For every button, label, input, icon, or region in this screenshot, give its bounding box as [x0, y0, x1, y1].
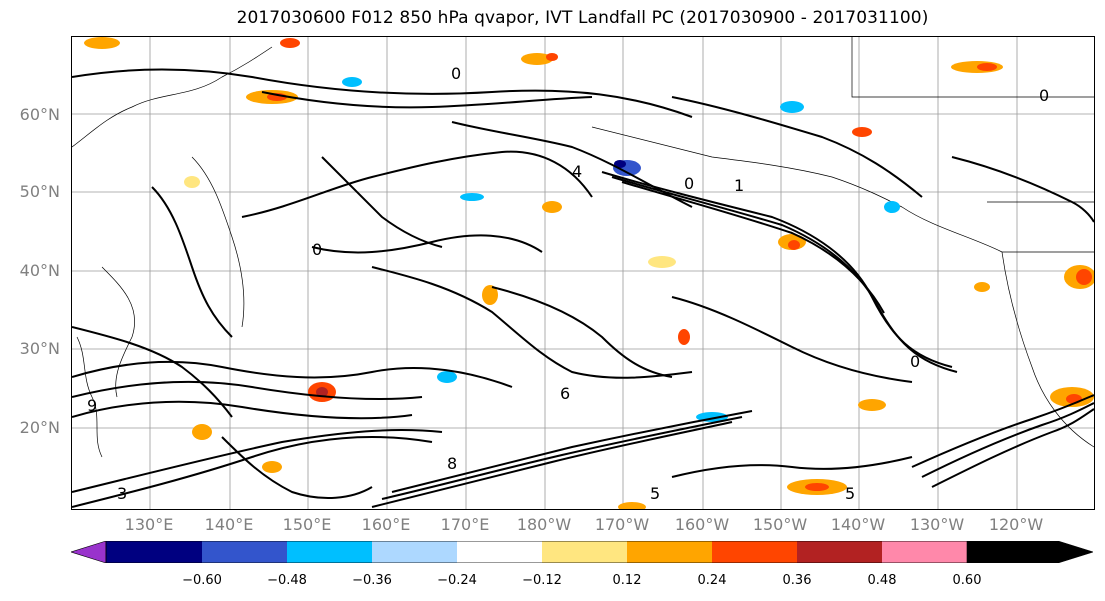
colorbar-segment [372, 541, 457, 563]
contour-label: 0 [1039, 86, 1049, 105]
lon-label-160e: 160°E [361, 515, 411, 534]
lon-label-150w: 150°W [752, 515, 808, 534]
colorbar [71, 541, 1093, 563]
lon-label-130w: 130°W [909, 515, 965, 534]
coastlines [72, 37, 1094, 458]
colorbar-segment [106, 541, 202, 563]
lon-label-170w: 170°W [594, 515, 650, 534]
colorbar-extend-high [966, 541, 1093, 563]
contour-label: 6 [560, 384, 570, 403]
colorbar-tick-label: 0.60 [952, 573, 982, 588]
colorbar-tick-label: −0.24 [437, 573, 477, 588]
qvapor-shading [84, 37, 1094, 509]
colorbar-extend-low [71, 541, 107, 563]
colorbar-segment [457, 541, 542, 563]
colorbar-segment [627, 541, 712, 563]
lon-label-140e: 140°E [204, 515, 254, 534]
lat-label-20n: 20°N [19, 418, 60, 437]
map-title: 2017030600 F012 850 hPa qvapor, IVT Land… [236, 8, 929, 28]
colorbar-tick-label: −0.60 [182, 573, 222, 588]
colorbar-segment [202, 541, 287, 563]
colorbar-tick-label: 0.48 [867, 573, 897, 588]
contour-label: 3 [117, 484, 127, 503]
contour-label: 4 [572, 162, 582, 181]
ivt-contours [72, 68, 1094, 508]
contour-label: 0 [910, 352, 920, 371]
colorbar-tick-label: −0.48 [267, 573, 307, 588]
lat-label-40n: 40°N [19, 261, 60, 280]
contour-label-group: 0 0 0 1 0 6 5 5 8 4 0 9 3 [87, 64, 1049, 503]
lon-label-120w: 120°W [988, 515, 1044, 534]
lon-label-180w: 180°W [516, 515, 572, 534]
colorbar-segment [797, 541, 882, 563]
lat-label-60n: 60°N [19, 105, 60, 124]
colorbar-tick-label: 0.12 [612, 573, 642, 588]
map-canvas: 0 0 0 1 0 6 5 5 8 4 0 9 3 [72, 37, 1094, 509]
colorbar-segment [882, 541, 967, 563]
colorbar-tick-label: −0.12 [522, 573, 562, 588]
contour-label: 0 [451, 64, 461, 83]
contour-label: 0 [312, 240, 322, 259]
lon-label-150e: 150°E [282, 515, 332, 534]
contour-label: 5 [650, 484, 660, 503]
lat-label-50n: 50°N [19, 182, 60, 201]
lon-label-130e: 130°E [124, 515, 174, 534]
contour-label: 9 [87, 396, 97, 415]
graticule [72, 37, 1094, 509]
colorbar-tick-label: −0.36 [352, 573, 392, 588]
contour-label: 1 [734, 176, 744, 195]
colorbar-tick-label: 0.24 [697, 573, 727, 588]
contour-label: 8 [447, 454, 457, 473]
colorbar-segment [287, 541, 372, 563]
lon-label-140w: 140°W [830, 515, 886, 534]
lat-label-30n: 30°N [19, 339, 60, 358]
lon-label-160w: 160°W [674, 515, 730, 534]
contour-label: 0 [684, 174, 694, 193]
map-panel: 0 0 0 1 0 6 5 5 8 4 0 9 3 [71, 36, 1095, 510]
colorbar-segment [542, 541, 627, 563]
colorbar-segment [712, 541, 797, 563]
colorbar-tick-label: 0.36 [782, 573, 812, 588]
contour-label: 5 [845, 484, 855, 503]
lon-label-170e: 170°E [440, 515, 490, 534]
